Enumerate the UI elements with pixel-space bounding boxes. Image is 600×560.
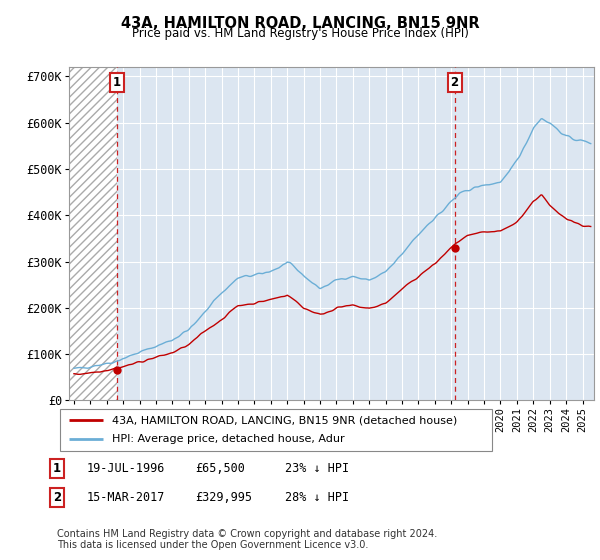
- Text: Contains HM Land Registry data © Crown copyright and database right 2024.
This d: Contains HM Land Registry data © Crown c…: [57, 529, 437, 550]
- Text: 23% ↓ HPI: 23% ↓ HPI: [285, 462, 349, 475]
- Text: 28% ↓ HPI: 28% ↓ HPI: [285, 491, 349, 504]
- FancyBboxPatch shape: [60, 409, 492, 451]
- Text: 43A, HAMILTON ROAD, LANCING, BN15 9NR: 43A, HAMILTON ROAD, LANCING, BN15 9NR: [121, 16, 479, 31]
- Text: HPI: Average price, detached house, Adur: HPI: Average price, detached house, Adur: [112, 435, 344, 445]
- Text: 2: 2: [451, 76, 458, 88]
- Text: £329,995: £329,995: [195, 491, 252, 504]
- Bar: [69, 67, 116, 400]
- Text: 19-JUL-1996: 19-JUL-1996: [87, 462, 166, 475]
- Text: 2: 2: [53, 491, 61, 504]
- Text: 43A, HAMILTON ROAD, LANCING, BN15 9NR (detached house): 43A, HAMILTON ROAD, LANCING, BN15 9NR (d…: [112, 415, 457, 425]
- Text: 1: 1: [113, 76, 121, 88]
- Text: 15-MAR-2017: 15-MAR-2017: [87, 491, 166, 504]
- Bar: [69, 67, 116, 400]
- Text: Price paid vs. HM Land Registry's House Price Index (HPI): Price paid vs. HM Land Registry's House …: [131, 27, 469, 40]
- Text: £65,500: £65,500: [195, 462, 245, 475]
- Text: 1: 1: [53, 462, 61, 475]
